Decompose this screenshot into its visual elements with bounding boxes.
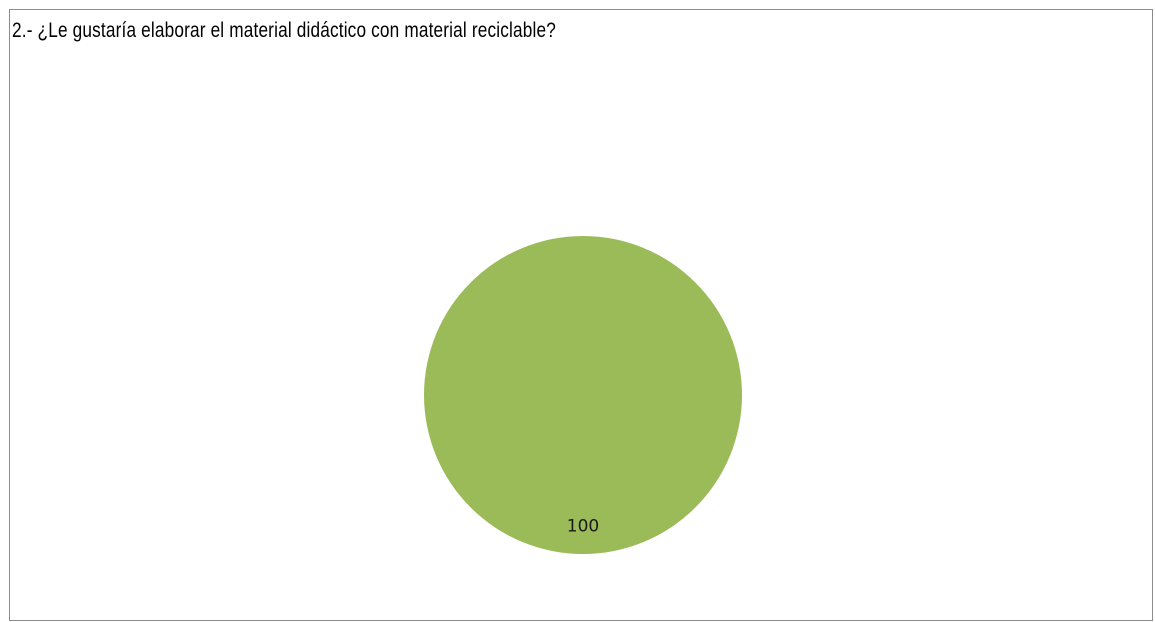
pie-slice	[424, 236, 742, 554]
chart-title: 2.- ¿Le gustaría elaborar el material di…	[12, 19, 556, 42]
chart-area: 2.- ¿Le gustaría elaborar el material di…	[9, 9, 1153, 621]
pie-chart: 100	[424, 236, 742, 554]
slice-data-label: 100	[567, 517, 599, 537]
